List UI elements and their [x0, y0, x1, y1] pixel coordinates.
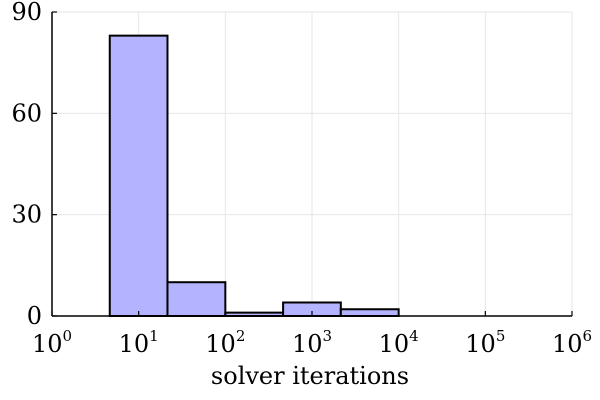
histogram-bar: [166, 281, 227, 318]
y-tick-label: 90: [11, 0, 42, 26]
x-tick-label: 104: [379, 327, 419, 358]
x-tick-label: 103: [292, 327, 332, 358]
bars-layer: [108, 34, 400, 318]
histogram-bar: [108, 34, 169, 318]
y-tick-label: 60: [11, 99, 42, 127]
x-tick-label: 105: [465, 327, 505, 358]
x-tick-label: 100: [32, 327, 72, 358]
axes-layer: [51, 11, 573, 317]
y-tick-label: 0: [27, 302, 42, 330]
histogram-bar: [339, 308, 400, 318]
x-tick-label: 102: [205, 327, 245, 358]
x-axis-title: solver iterations: [211, 362, 409, 390]
x-tick-label: 101: [119, 327, 159, 358]
labels-layer: 100 101 102 103 104 105 106 0 30 60 90: [11, 0, 592, 358]
y-tick-label: 30: [11, 201, 42, 229]
x-tick-label: 106: [552, 327, 592, 358]
